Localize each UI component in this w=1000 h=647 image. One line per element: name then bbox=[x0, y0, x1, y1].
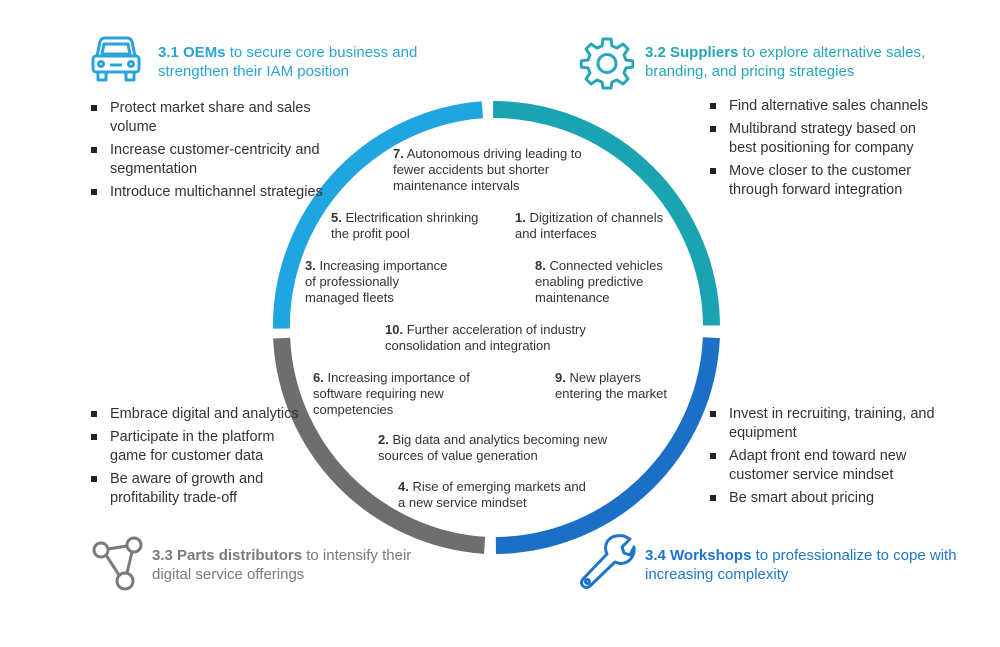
list-item: Introduce multichannel strategies bbox=[90, 183, 340, 202]
suppliers-title-bold: 3.2 Suppliers bbox=[645, 44, 739, 61]
driver-number: 9. bbox=[555, 370, 566, 385]
oems-title: 3.1 OEMs to secure core business and str… bbox=[158, 43, 458, 81]
ring-segment-parts bbox=[273, 337, 486, 554]
driver-text: Electrification shrinking the profit poo… bbox=[331, 210, 479, 241]
suppliers-bullets: Find alternative sales channels Multibra… bbox=[709, 97, 939, 204]
network-icon bbox=[90, 534, 146, 592]
driver-3: 3. Increasing importance of professional… bbox=[305, 258, 455, 306]
ring-segment-suppliers bbox=[493, 100, 720, 326]
list-item: Adapt front end toward new customer serv… bbox=[709, 447, 939, 485]
list-item: Be aware of growth and profitability tra… bbox=[90, 470, 305, 508]
list-item: Protect market share and sales volume bbox=[90, 99, 340, 137]
driver-10: 10. Further acceleration of industry con… bbox=[385, 322, 635, 354]
list-item: Participate in the platform game for cus… bbox=[90, 428, 305, 466]
driver-2: 2. Big data and analytics becoming new s… bbox=[378, 432, 618, 464]
driver-number: 8. bbox=[535, 258, 546, 273]
list-item: Be smart about pricing bbox=[709, 489, 939, 508]
wrench-icon bbox=[580, 533, 636, 589]
driver-4: 4. Rise of emerging markets and a new se… bbox=[398, 479, 588, 511]
oems-title-rest: to secure core business and strengthen t… bbox=[158, 44, 418, 80]
oems-bullets: Protect market share and sales volume In… bbox=[90, 99, 340, 206]
workshops-bullets: Invest in recruiting, training, and equi… bbox=[709, 405, 939, 512]
driver-text: Further acceleration of industry consoli… bbox=[385, 322, 586, 353]
driver-text: Increasing importance of software requir… bbox=[313, 370, 470, 417]
driver-number: 7. bbox=[393, 146, 404, 161]
ring-segment-oems bbox=[272, 101, 484, 329]
parts-title: 3.3 Parts distributors to intensify thei… bbox=[152, 546, 422, 584]
driver-number: 1. bbox=[515, 210, 526, 225]
driver-number: 6. bbox=[313, 370, 324, 385]
driver-number: 10. bbox=[385, 322, 404, 337]
driver-8: 8. Connected vehicles enabling predictiv… bbox=[535, 258, 690, 306]
list-item: Multibrand strategy based on best positi… bbox=[709, 120, 939, 158]
driver-1: 1. Digitization of channels and interfac… bbox=[515, 210, 680, 242]
car-icon bbox=[88, 34, 144, 86]
parts-bullets: Embrace digital and analytics Participat… bbox=[90, 405, 305, 512]
list-item: Invest in recruiting, training, and equi… bbox=[709, 405, 939, 443]
suppliers-title-rest: to explore alternative sales, branding, … bbox=[645, 44, 926, 80]
list-item: Embrace digital and analytics bbox=[90, 405, 305, 424]
driver-5: 5. Electrification shrinking the profit … bbox=[331, 210, 496, 242]
driver-text: Digitization of channels and interfaces bbox=[515, 210, 664, 241]
driver-6: 6. Increasing importance of software req… bbox=[313, 370, 483, 418]
driver-text: Rise of emerging markets and a new servi… bbox=[398, 479, 586, 510]
driver-text: Connected vehicles enabling predictive m… bbox=[535, 258, 663, 305]
driver-number: 5. bbox=[331, 210, 342, 225]
driver-number: 4. bbox=[398, 479, 409, 494]
ring-segment-workshops bbox=[495, 337, 720, 554]
driver-text: Autonomous driving leading to fewer acci… bbox=[393, 146, 582, 193]
gear-icon bbox=[580, 36, 634, 90]
driver-text: New players entering the market bbox=[555, 370, 668, 401]
list-item: Find alternative sales channels bbox=[709, 97, 939, 116]
driver-number: 2. bbox=[378, 432, 389, 447]
driver-7: 7. Autonomous driving leading to fewer a… bbox=[393, 146, 598, 194]
list-item: Move closer to the customer through forw… bbox=[709, 162, 939, 200]
workshops-title-rest: to professionalize to cope with increasi… bbox=[645, 547, 957, 583]
oems-title-bold: 3.1 OEMs bbox=[158, 44, 226, 61]
suppliers-title: 3.2 Suppliers to explore alternative sal… bbox=[645, 43, 965, 81]
driver-text: Increasing importance of professionally … bbox=[305, 258, 448, 305]
driver-text: Big data and analytics becoming new sour… bbox=[378, 432, 608, 463]
driver-9: 9. New players entering the market bbox=[555, 370, 690, 402]
parts-title-rest: to intensify their digital service offer… bbox=[152, 547, 412, 583]
workshops-title: 3.4 Workshops to professionalize to cope… bbox=[645, 546, 965, 584]
list-item: Increase customer-centricity and segment… bbox=[90, 141, 340, 179]
parts-title-bold: 3.3 Parts distributors bbox=[152, 547, 303, 564]
workshops-title-bold: 3.4 Workshops bbox=[645, 547, 752, 564]
driver-number: 3. bbox=[305, 258, 316, 273]
